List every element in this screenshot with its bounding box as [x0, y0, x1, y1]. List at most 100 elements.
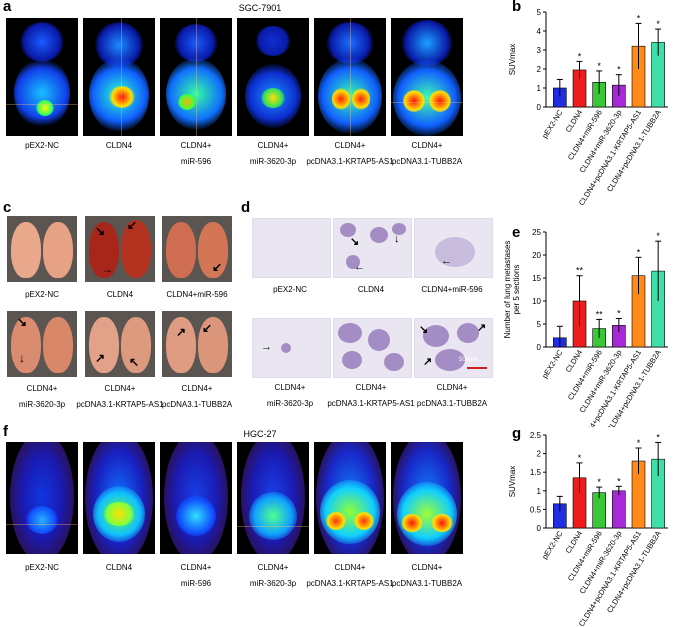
- y-tick-label: 2: [537, 450, 542, 459]
- panel-c-caption-6: CLDN4+ pcDNA3.1-TUBB2A: [161, 384, 233, 409]
- panel-d-caption-5: CLDN4+ pcDNA3.1-KRTAP5-AS1: [327, 383, 415, 408]
- pet-image-a-1: [6, 18, 78, 136]
- y-tick-label: 25: [532, 228, 541, 237]
- lung-photo-c-3: ↙: [162, 216, 232, 282]
- pet-image-a-6: [391, 18, 463, 136]
- y-tick-label: 0.5: [530, 505, 542, 514]
- pet-image-f-5: [314, 442, 386, 554]
- pet-image-f-3: [160, 442, 232, 554]
- panel-f-caption-4: CLDN4+ miR-3620-3p: [249, 563, 297, 588]
- x-tick-label: pEX2-NC: [540, 348, 565, 380]
- panel-c-caption-1: pEX2-NC: [25, 290, 59, 299]
- pet-image-a-3: [160, 18, 232, 136]
- significance-marker: *: [597, 61, 601, 71]
- panel-f-caption-3: CLDN4+ miR-596: [180, 563, 212, 588]
- panel-a-caption-1: pEX2-NC: [25, 141, 59, 150]
- panel-f-caption-1: pEX2-NC: [25, 563, 59, 572]
- x-tick-label: CLDN4: [564, 348, 585, 374]
- histology-d-5: [333, 318, 412, 378]
- significance-marker: *: [656, 432, 660, 442]
- bar-chart-g: 00.511.522.5SUVmaxpEX2-NC*CLDN4*CLDN4+mi…: [508, 431, 668, 627]
- panel-d-caption-1: pEX2-NC: [273, 285, 307, 294]
- significance-marker: *: [578, 51, 582, 61]
- y-axis-label: per 5 sections: [512, 265, 521, 315]
- panel-c-caption-4: CLDN4+ miR-3620-3p: [18, 384, 66, 409]
- y-tick-label: 1: [537, 487, 542, 496]
- y-tick-label: 5: [537, 320, 542, 329]
- scale-bar-label: 500μm: [459, 357, 478, 363]
- panel-label-f: f: [3, 423, 8, 440]
- y-axis-label: Number of lung metastases: [503, 241, 512, 339]
- panel-d-caption-4: CLDN4+ miR-3620-3p: [266, 383, 314, 408]
- pet-image-a-2: [83, 18, 155, 136]
- panel-label-e: e: [512, 224, 521, 241]
- significance-marker: *: [578, 453, 582, 463]
- panel-a-caption-2: CLDN4: [105, 141, 133, 150]
- panel-label-g: g: [512, 425, 522, 442]
- significance-marker: *: [617, 476, 621, 486]
- y-tick-label: 3: [537, 46, 542, 55]
- panel-a-caption-3: CLDN4+ miR-596: [180, 141, 212, 166]
- panel-c-caption-5: CLDN4+ pcDNA3.1-KRTAP5-AS1: [76, 384, 164, 409]
- y-tick-label: 0: [537, 524, 542, 533]
- significance-marker: *: [656, 231, 660, 241]
- lung-photo-c-2: ↘ ↙ →: [85, 216, 155, 282]
- y-tick-label: 10: [532, 297, 541, 306]
- y-tick-label: 1.5: [530, 468, 542, 477]
- panel-a-caption-4: CLDN4+ miR-3620-3p: [249, 141, 297, 166]
- panel-d-caption-3: CLDN4+miR-596: [421, 285, 483, 294]
- y-tick-label: 20: [532, 251, 541, 260]
- y-tick-label: 15: [532, 274, 541, 283]
- panel-c-caption-2: CLDN4: [106, 290, 134, 299]
- pet-image-f-2: [83, 442, 155, 554]
- pet-image-f-4: [237, 442, 309, 554]
- panel-label-b: b: [512, 0, 522, 15]
- pet-image-f-1: [6, 442, 78, 554]
- y-tick-label: 2: [537, 65, 542, 74]
- y-tick-label: 0: [537, 103, 542, 112]
- panel-d-caption-2: CLDN4: [357, 285, 385, 294]
- pet-image-f-6: [391, 442, 463, 554]
- panel-f-caption-2: CLDN4: [105, 563, 133, 572]
- y-tick-label: 1: [537, 84, 542, 93]
- panel-f-title: HGC-27: [243, 429, 277, 439]
- significance-marker: *: [637, 247, 641, 257]
- y-tick-label: 0: [537, 343, 542, 352]
- significance-marker: **: [576, 266, 584, 276]
- panel-d-caption-6: CLDN4+ pcDNA3.1-TUBB2A: [416, 383, 488, 408]
- y-axis-label: SUVmax: [508, 466, 517, 498]
- panel-a-caption-6: CLDN4+ pcDNA3.1-TUBB2A: [391, 141, 463, 166]
- significance-marker: *: [637, 13, 641, 23]
- panel-label-c: c: [3, 199, 12, 216]
- y-tick-label: 2.5: [530, 431, 542, 440]
- panel-c-caption-3: CLDN4+miR-596: [166, 290, 228, 299]
- significance-marker: *: [617, 308, 621, 318]
- pet-image-a-4: [237, 18, 309, 136]
- bar-chart-b: 012345SUVmaxpEX2-NC*CLDN4*CLDN4+miR-596*…: [508, 8, 668, 205]
- x-tick-label: pEX2-NC: [540, 529, 565, 561]
- bar-chart-e: 0 5 10 15 20 25 Number of lung metastases per 5…: [503, 228, 668, 427]
- x-tick-label: pEX2-NC: [540, 108, 565, 140]
- lung-photo-c-1: [7, 216, 77, 282]
- panel-label-d: d: [241, 199, 251, 216]
- significance-marker: *: [597, 477, 601, 487]
- significance-marker: **: [596, 309, 604, 319]
- lung-photo-c-5: ↗ ↖: [85, 311, 155, 377]
- panel-a-title: SGC-7901: [238, 3, 282, 13]
- significance-marker: *: [656, 19, 660, 29]
- histology-d-1: [252, 218, 331, 278]
- y-tick-label: 5: [537, 8, 542, 17]
- histology-d-2: ↘ ↓ ←: [333, 218, 412, 278]
- scale-bar: [467, 367, 487, 369]
- panel-f-caption-6: CLDN4+ pcDNA3.1-TUBB2A: [391, 563, 463, 588]
- bar: [612, 490, 626, 529]
- y-axis-label: SUVmax: [508, 44, 517, 76]
- lung-photo-c-6: ↗ ↙: [162, 311, 232, 377]
- histology-d-3: ←: [414, 218, 493, 278]
- significance-marker: *: [637, 438, 641, 448]
- y-tick-label: 4: [537, 27, 542, 36]
- panel-label-a: a: [3, 0, 12, 15]
- panel-a-caption-5: CLDN4+ pcDNA3.1-KRTAP5-AS1: [306, 141, 394, 166]
- significance-marker: *: [617, 65, 621, 75]
- panel-f-caption-5: CLDN4+ pcDNA3.1-KRTAP5-AS1: [306, 563, 394, 588]
